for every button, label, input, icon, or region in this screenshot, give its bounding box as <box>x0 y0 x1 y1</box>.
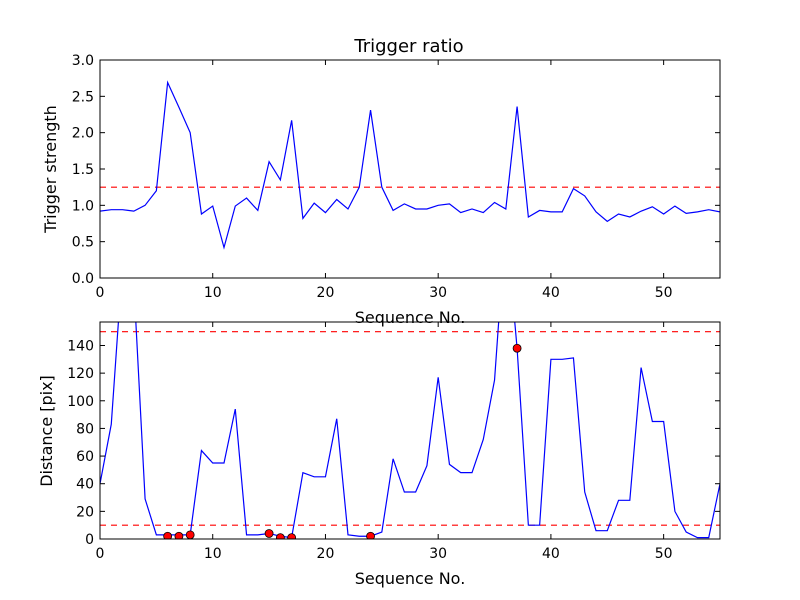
x-axis-ticks: 0 10 20 30 40 50 <box>96 322 673 562</box>
trigger-ratio-data <box>100 80 720 250</box>
y-tick-label: 100 <box>67 394 94 410</box>
detection-marker <box>275 533 285 539</box>
x-tick-label: 40 <box>542 546 560 562</box>
y-tick-label: 80 <box>76 421 94 437</box>
y-tick-label: 2.5 <box>72 89 94 105</box>
y-tick-label: 20 <box>76 504 94 520</box>
y-tick-label: 2.0 <box>72 126 94 142</box>
y-axis-ticks: 0 20 40 60 80 100 120 140 <box>67 338 720 548</box>
x-tick-label: 10 <box>204 285 222 301</box>
x-tick-label: 10 <box>204 546 222 562</box>
y-tick-label: 60 <box>76 449 94 465</box>
y-tick-label: 140 <box>67 338 94 354</box>
x-tick-label: 50 <box>655 285 673 301</box>
y-tick-label: 0 <box>85 532 94 548</box>
x-tick-label: 20 <box>317 285 335 301</box>
y-tick-label: 120 <box>67 366 94 382</box>
y-tick-label: 3.0 <box>72 53 94 69</box>
x-tick-label: 40 <box>542 285 560 301</box>
y-axis-label: Distance [pix] <box>37 375 56 487</box>
detection-marker <box>366 531 375 539</box>
detection-marker <box>287 533 297 539</box>
x-tick-label: 0 <box>96 546 105 562</box>
y-axis-label: Trigger strength <box>41 105 60 234</box>
y-tick-label: 1.0 <box>72 198 94 214</box>
x-axis-ticks: 0 10 20 30 40 50 <box>96 60 673 301</box>
distance-data <box>100 322 720 539</box>
detection-marker <box>174 531 184 539</box>
y-tick-label: 1.5 <box>72 162 94 178</box>
y-axis-ticks: 0.0 0.5 1.0 1.5 2.0 2.5 3.0 <box>72 53 720 287</box>
series-line <box>100 322 720 539</box>
y-tick-label: 0.0 <box>72 271 94 287</box>
distance-plot: 0 10 20 30 40 50 0 20 40 60 80 100 120 140 Sequence … <box>37 321 721 588</box>
series-line <box>100 80 720 250</box>
y-tick-label: 0.5 <box>72 235 94 251</box>
x-tick-label: 30 <box>429 546 447 562</box>
x-axis-label: Sequence No. <box>355 308 466 327</box>
chart-title: Trigger ratio <box>353 36 463 57</box>
x-tick-label: 20 <box>317 546 335 562</box>
detection-marker <box>185 530 195 539</box>
detection-marker <box>264 529 274 538</box>
detection-marker <box>163 531 173 539</box>
x-tick-label: 50 <box>655 546 673 562</box>
y-tick-label: 40 <box>76 477 94 493</box>
trigger-ratio-plot: Trigger ratio 0 10 20 30 40 50 0.0 0.5 1.0 1.5 2.… <box>41 36 721 327</box>
x-tick-label: 30 <box>429 285 447 301</box>
plot-frame <box>99 321 721 540</box>
x-axis-label: Sequence No. <box>355 569 466 588</box>
plot-frame <box>99 59 721 279</box>
x-tick-label: 0 <box>96 285 105 301</box>
detection-marker <box>512 343 522 353</box>
